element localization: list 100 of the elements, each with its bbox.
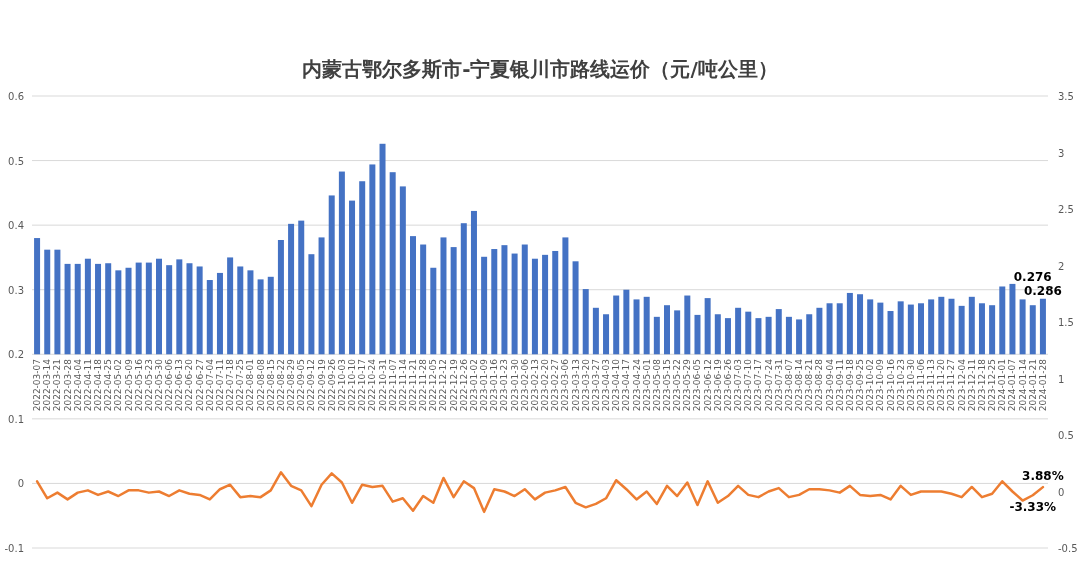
x-tick-label: 2023-09-11 <box>834 359 845 412</box>
x-tick-label: 2022-04-25 <box>103 359 114 412</box>
x-tick-label: 2023-02-20 <box>540 358 551 412</box>
bar <box>257 279 264 355</box>
bar <box>765 316 772 355</box>
bar <box>430 267 437 355</box>
data-label: -3.33% <box>1009 500 1057 515</box>
bar <box>318 237 325 355</box>
bar <box>308 254 315 355</box>
bar <box>592 307 599 355</box>
x-tick-label: 2022-07-04 <box>204 358 215 412</box>
x-tick-label: 2024-01-14 <box>1017 358 1028 412</box>
x-tick-label: 2023-08-21 <box>804 359 815 412</box>
bar <box>196 266 203 355</box>
bar <box>562 237 569 355</box>
bar <box>115 270 122 355</box>
x-tick-label: 2023-03-13 <box>570 359 581 412</box>
x-tick-label: 2022-12-12 <box>438 359 449 412</box>
bar <box>267 276 274 355</box>
bar <box>501 245 508 355</box>
x-tick-label: 2023-03-20 <box>580 358 591 412</box>
x-tick-label: 2022-10-31 <box>377 359 388 412</box>
y-tick-label: 0.2 <box>8 349 24 361</box>
bar <box>470 210 477 355</box>
x-tick-label: 2022-05-16 <box>133 358 144 412</box>
x-tick-label: 2023-10-02 <box>865 359 876 412</box>
x-tick-label: 2023-02-27 <box>550 359 561 412</box>
x-tick-label: 2023-07-24 <box>763 358 774 412</box>
x-tick-label: 2023-10-16 <box>885 358 896 412</box>
x-tick-label: 2024-01-07 <box>1007 359 1018 412</box>
x-tick-label: 2023-12-11 <box>966 359 977 412</box>
y2-tick-label: 3.5 <box>1058 91 1074 102</box>
y-tick-label: 0.3 <box>8 284 24 296</box>
x-tick-label: 2023-11-20 <box>936 358 947 412</box>
annotation: 0.276 <box>1013 270 1052 285</box>
x-tick-label: 2022-08-22 <box>275 359 286 412</box>
bar <box>105 263 112 355</box>
data-label: 3.88% <box>1022 469 1064 484</box>
y-tick-label: 0.5 <box>8 155 24 167</box>
y2-tick-label: 2 <box>1058 260 1065 272</box>
y2-tick-label: 3 <box>1058 147 1065 159</box>
x-tick-label: 2022-05-30 <box>154 358 164 412</box>
bar <box>846 292 853 355</box>
x-tick-label: 2024-01-28 <box>1037 358 1048 412</box>
x-tick-label: 2022-06-06 <box>164 358 175 412</box>
x-tick-label: 2022-10-17 <box>357 359 368 412</box>
bar <box>897 301 904 355</box>
bar <box>572 261 579 355</box>
x-tick-label: 2023-06-05 <box>692 359 703 412</box>
x-tick-label: 2022-08-01 <box>245 359 256 412</box>
bar <box>907 304 914 355</box>
y2-tick-label: 1 <box>1058 373 1065 385</box>
bar <box>74 263 81 355</box>
bar <box>958 305 965 355</box>
x-tick-label: 2022-06-13 <box>174 359 185 412</box>
x-tick-label: 2023-10-23 <box>895 359 906 412</box>
y2-tick-label: 0 <box>1058 486 1065 498</box>
x-tick-label: 2023-05-01 <box>641 359 652 412</box>
x-tick-label: 2023-03-27 <box>590 359 601 412</box>
x-tick-label: 2024-01-21 <box>1027 359 1038 412</box>
bar <box>948 298 955 355</box>
x-tick-label: 2022-06-20 <box>184 358 195 412</box>
x-tick-label: 2022-11-21 <box>408 359 418 412</box>
x-tick-label: 2023-04-10 <box>611 358 622 412</box>
bar <box>745 311 752 355</box>
x-tick-label: 2023-04-17 <box>621 359 632 412</box>
bar <box>928 299 935 355</box>
x-tick-label: 2022-03-28 <box>62 358 73 412</box>
y-tick-label: 0 <box>17 478 24 490</box>
bar <box>816 307 823 355</box>
bar <box>64 263 71 355</box>
bar <box>623 289 630 355</box>
bar <box>491 249 498 355</box>
x-tick-label: 2022-11-28 <box>418 358 429 412</box>
bar <box>999 286 1006 355</box>
bar <box>877 302 884 355</box>
bar <box>603 314 610 355</box>
bar <box>237 266 244 355</box>
x-tick-label: 2022-08-15 <box>265 359 276 412</box>
bar <box>887 311 894 355</box>
bar <box>34 238 41 355</box>
bar <box>84 258 91 355</box>
x-tick-label: 2023-08-07 <box>783 359 794 412</box>
bar <box>277 239 284 355</box>
y2-tick-label: -0.5 <box>1058 543 1078 554</box>
bar <box>206 280 213 355</box>
x-tick-label: 2023-05-15 <box>662 359 672 412</box>
bar <box>968 296 975 355</box>
bar <box>298 220 305 355</box>
bar <box>664 305 670 355</box>
x-tick-label: 2023-09-04 <box>824 358 835 412</box>
y2-tick-label: 1.5 <box>1058 317 1074 328</box>
x-tick-label: 2023-12-25 <box>987 359 998 412</box>
bar <box>369 164 376 355</box>
x-tick-label: 2022-09-05 <box>296 359 307 412</box>
x-tick-label: 2023-07-03 <box>733 359 744 412</box>
x-tick-label: 2023-11-06 <box>916 358 926 412</box>
bar <box>552 250 559 355</box>
bar <box>521 244 528 355</box>
x-tick-label: 2024-01-01 <box>997 359 1008 412</box>
